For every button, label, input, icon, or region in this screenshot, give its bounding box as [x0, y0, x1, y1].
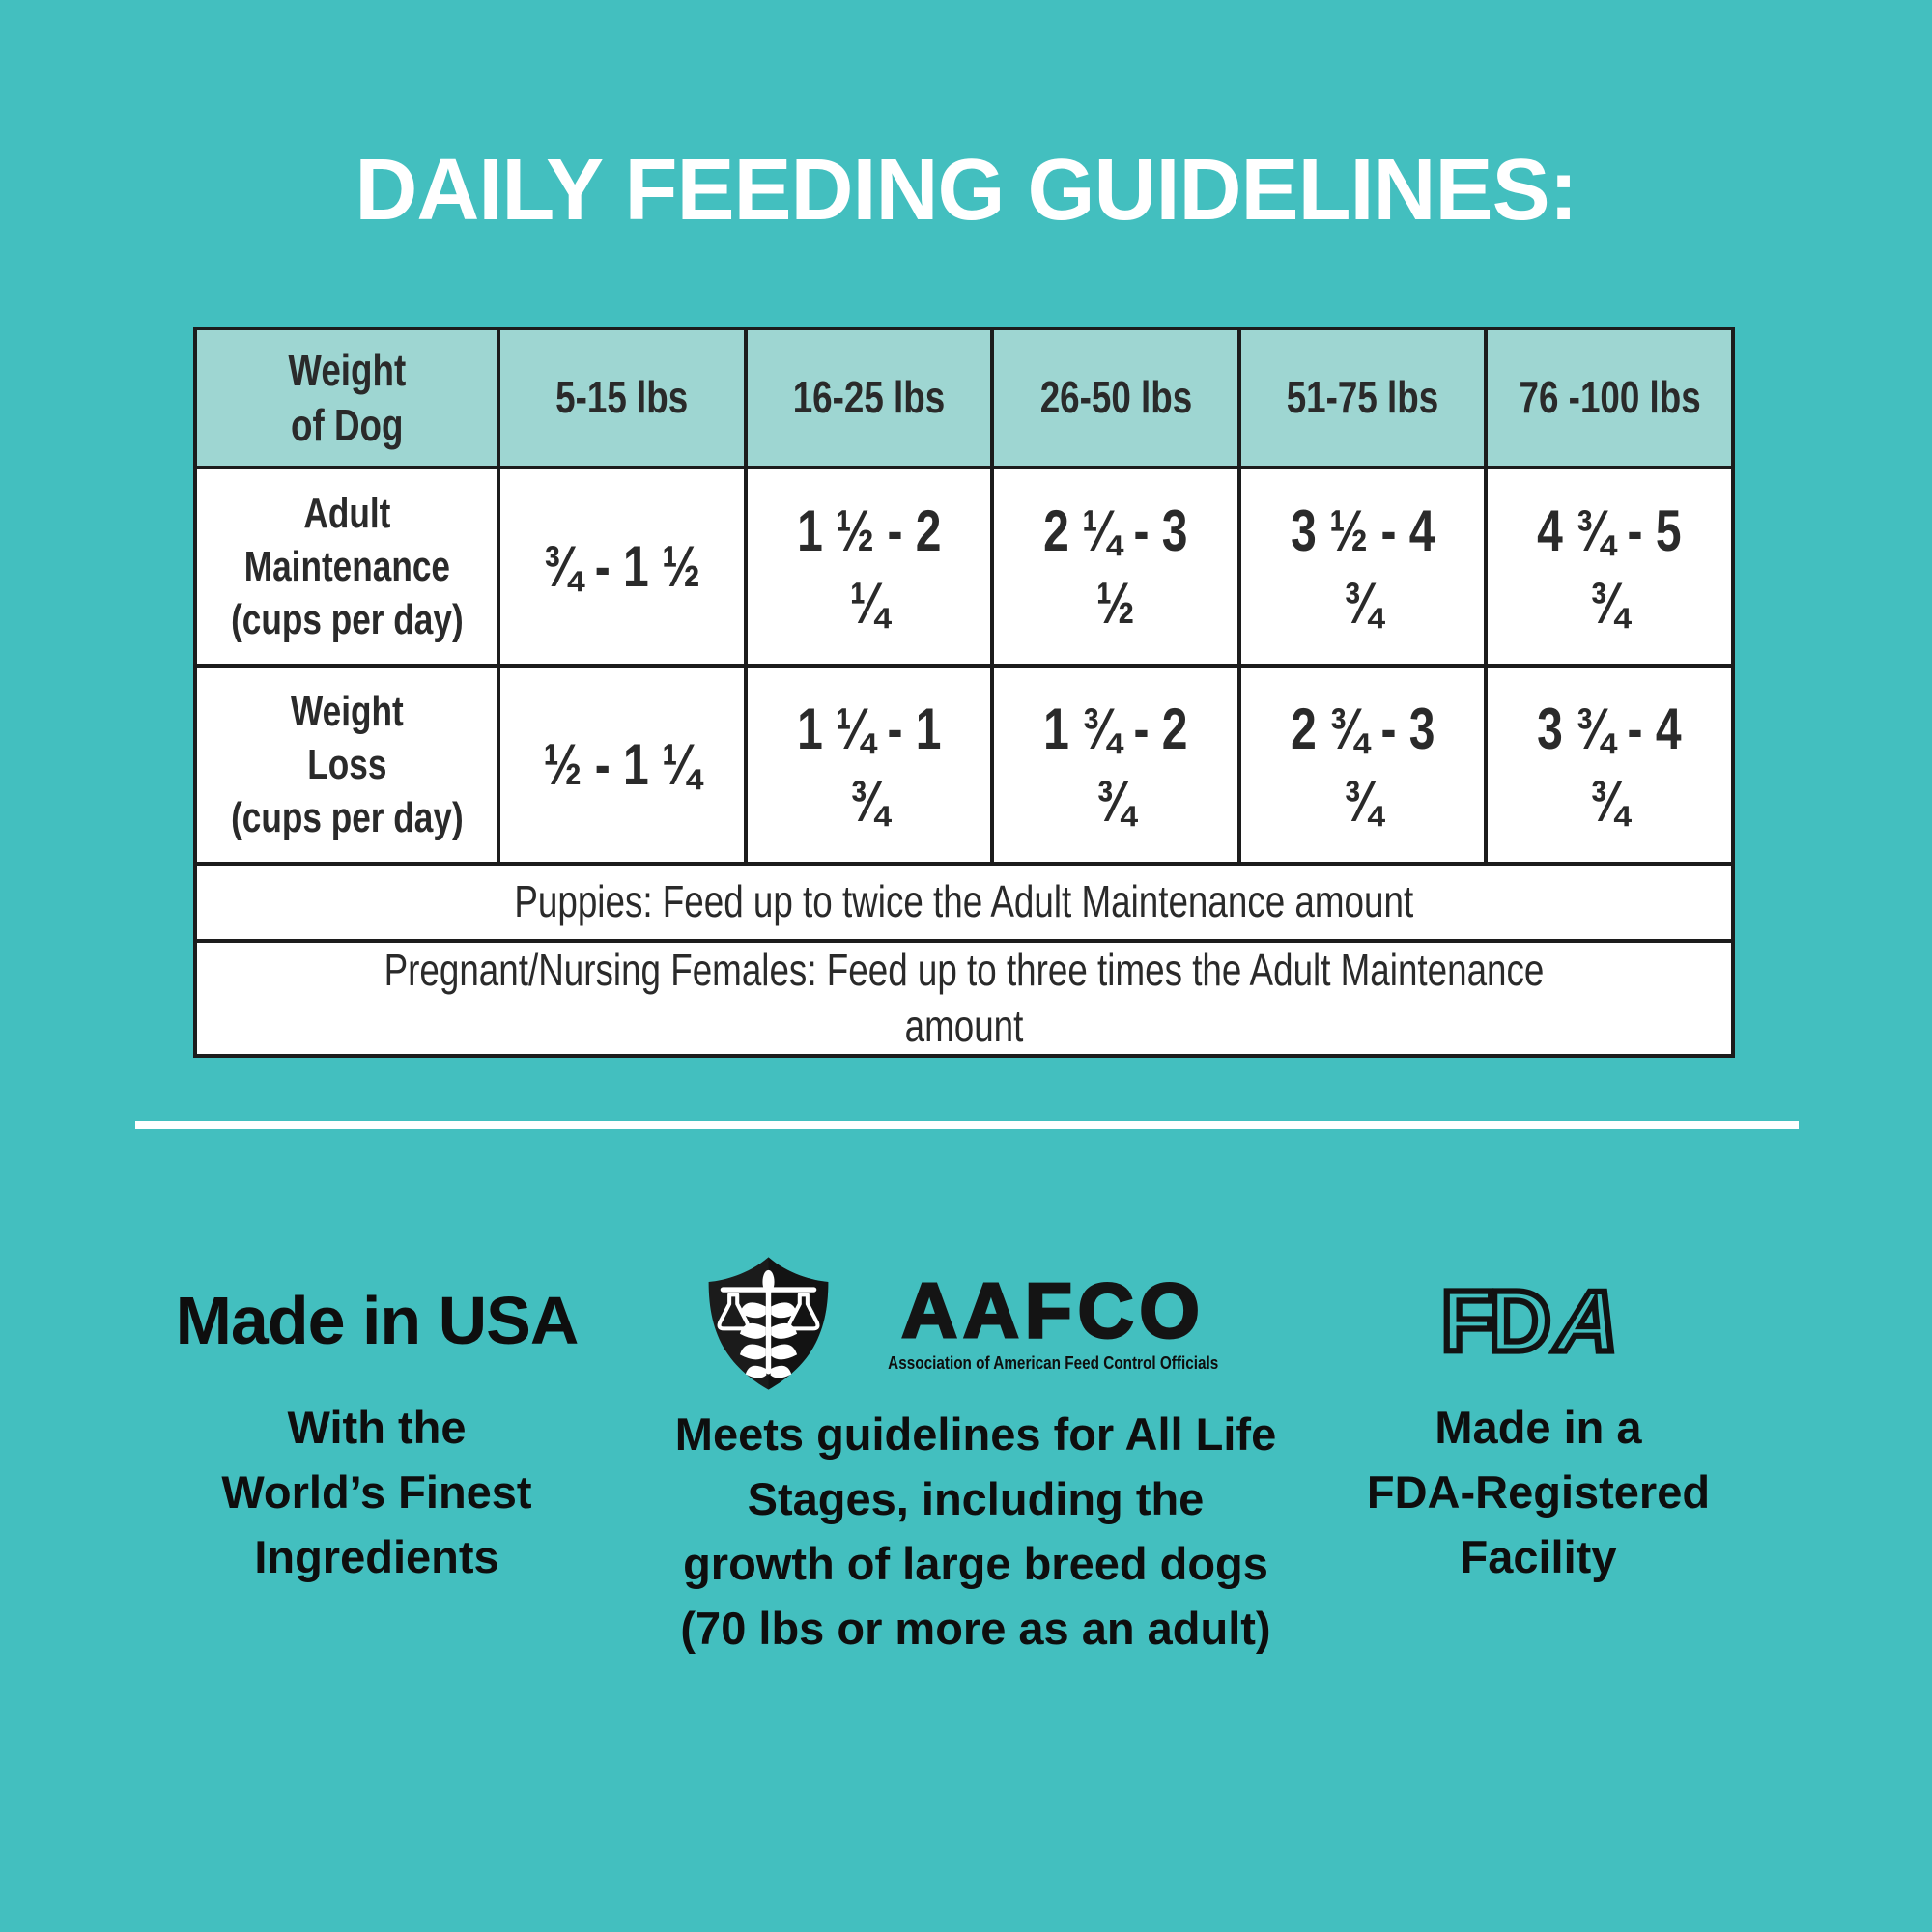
value-cell: 2 ¾ - 3 ¾	[1236, 664, 1489, 866]
note-row-puppies: Puppies: Feed up to twice the Adult Main…	[193, 862, 1735, 943]
table-row-weight-loss: Weight Loss (cups per day) ½ - 1 ¼ 1 ¼ -…	[193, 664, 1735, 866]
made-in-usa-badge: Made in USA With the World’s Finest Ingr…	[135, 1287, 618, 1589]
header-cell-weight-of-dog: Weight of Dog	[193, 327, 500, 469]
row-label-adult-maintenance: Adult Maintenance (cups per day)	[193, 466, 500, 668]
value-cell: 1 ¼ - 1 ¾	[743, 664, 995, 866]
aafco-logo: AAFCO Association of American Feed Contr…	[703, 1251, 1247, 1396]
header-cell-5-15: 5-15 lbs	[497, 327, 748, 469]
table-header-row: Weight of Dog 5-15 lbs 16-25 lbs 26-50 l…	[193, 327, 1735, 469]
fda-line: Facility	[1460, 1531, 1617, 1582]
aafco-line: growth of large breed dogs	[683, 1538, 1268, 1589]
divider-line	[135, 1121, 1799, 1129]
header-cell-51-75: 51-75 lbs	[1236, 327, 1489, 469]
fda-logo-icon: FD A	[1439, 1277, 1635, 1364]
aafco-line: (70 lbs or more as an adult)	[680, 1603, 1271, 1654]
usa-line: Ingredients	[254, 1531, 499, 1582]
value-cell: 4 ¾ - 5 ¾	[1484, 466, 1735, 668]
value-cell: ½ - 1 ¼	[497, 664, 748, 866]
value-cell: 3 ½ - 4 ¾	[1236, 466, 1489, 668]
aafco-wordmark: AAFCO Association of American Feed Contr…	[859, 1267, 1247, 1375]
value-cell: 1 ¾ - 2 ¾	[990, 664, 1241, 866]
header-cell-26-50: 26-50 lbs	[990, 327, 1241, 469]
aafco-line: Meets guidelines for All Life	[674, 1408, 1277, 1460]
value-cell: ¾ - 1 ½	[497, 466, 748, 668]
page-title: DAILY FEEDING GUIDELINES:	[355, 142, 1577, 239]
feeding-table: Weight of Dog 5-15 lbs 16-25 lbs 26-50 l…	[193, 327, 1735, 1058]
svg-text:FD: FD	[1440, 1277, 1547, 1364]
row-label-weight-loss: Weight Loss (cups per day)	[193, 664, 500, 866]
aafco-line: Stages, including the	[747, 1473, 1205, 1524]
made-in-usa-heading: Made in USA	[175, 1283, 580, 1358]
aafco-wordmark-text: AAFCO	[900, 1267, 1206, 1354]
note-row-pregnant-nursing: Pregnant/Nursing Females: Feed up to thr…	[193, 939, 1735, 1058]
value-cell: 3 ¾ - 4 ¾	[1484, 664, 1735, 866]
usa-line: World’s Finest	[221, 1466, 532, 1518]
header-cell-16-25: 16-25 lbs	[743, 327, 995, 469]
aafco-badge: AAFCO Association of American Feed Contr…	[647, 1251, 1304, 1661]
table-row-adult-maintenance: Adult Maintenance (cups per day) ¾ - 1 ½…	[193, 466, 1735, 668]
header-cell-76-100: 76 -100 lbs	[1484, 327, 1735, 469]
aafco-wordmark-subtext: Association of American Feed Control Off…	[888, 1353, 1219, 1374]
fda-line: FDA-Registered	[1366, 1466, 1711, 1518]
usa-line: With the	[287, 1402, 467, 1453]
svg-text:A: A	[1546, 1277, 1632, 1364]
value-cell: 1 ½ - 2 ¼	[743, 466, 995, 668]
fda-badge: FD A Made in a FDA-Registered Facility	[1343, 1277, 1734, 1589]
value-cell: 2 ¼ - 3 ½	[990, 466, 1241, 668]
fda-line: Made in a	[1435, 1402, 1642, 1453]
aafco-shield-icon	[708, 1257, 829, 1390]
